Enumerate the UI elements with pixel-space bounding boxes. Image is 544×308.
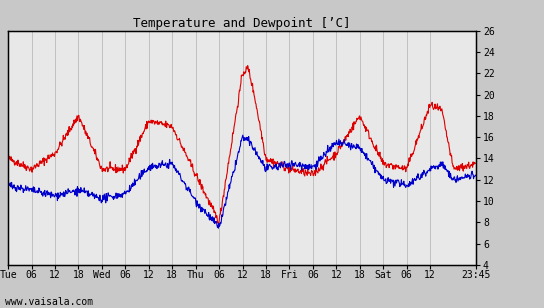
Title: Temperature and Dewpoint [’C]: Temperature and Dewpoint [’C] [133, 17, 351, 30]
Text: www.vaisala.com: www.vaisala.com [5, 297, 94, 307]
